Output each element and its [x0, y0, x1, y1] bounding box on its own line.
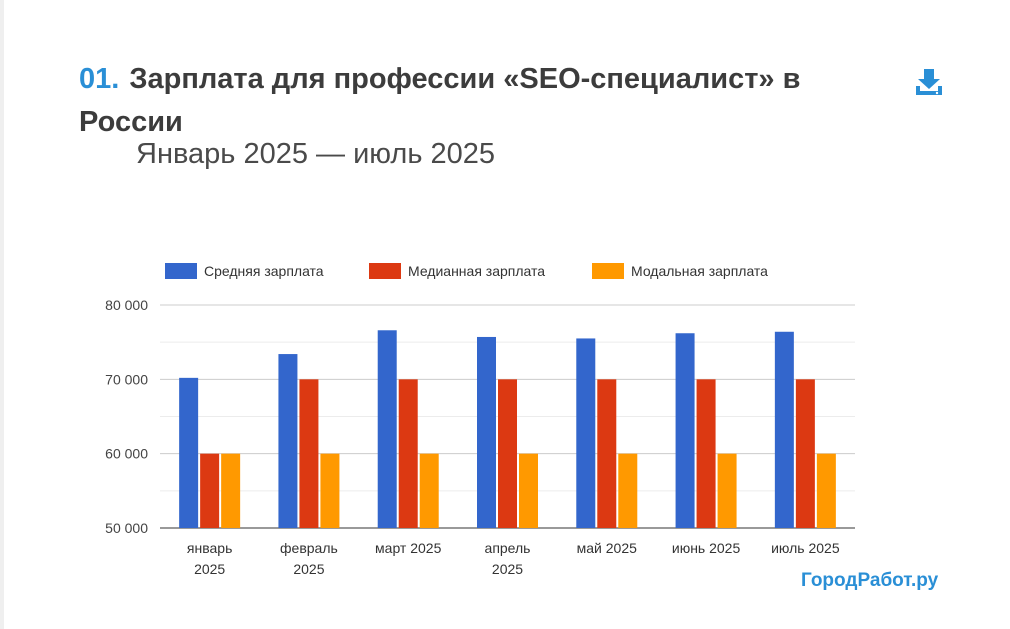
- bar: [320, 453, 340, 528]
- bar: [299, 379, 319, 528]
- bar: [795, 379, 815, 528]
- x-tick-label: январь: [187, 540, 232, 556]
- bar: [477, 336, 496, 528]
- y-tick-label: 80 000: [105, 297, 148, 313]
- x-tick-label: июль 2025: [771, 540, 840, 556]
- bar: [618, 453, 638, 528]
- x-tick-label: май 2025: [577, 540, 637, 556]
- bar: [398, 379, 418, 528]
- legend-label: Медианная зарплата: [408, 263, 545, 279]
- download-icon: [916, 69, 942, 95]
- section-number: 01.: [79, 63, 120, 95]
- legend-label: Средняя зарплата: [204, 263, 324, 279]
- bar: [200, 453, 220, 528]
- x-tick-label: март 2025: [375, 540, 442, 556]
- x-tick-label: апрель: [485, 540, 531, 556]
- x-tick-label: 2025: [492, 561, 523, 577]
- bar: [816, 453, 836, 528]
- bar: [179, 377, 199, 528]
- bar: [498, 379, 517, 528]
- title-text: Зарплата для профессии «SEO-специалист» …: [79, 63, 801, 138]
- bar: [675, 333, 695, 528]
- bar: [696, 379, 716, 528]
- download-button[interactable]: [913, 66, 945, 98]
- legend-swatch: [592, 263, 624, 279]
- left-edge: [0, 0, 4, 629]
- bar: [597, 379, 617, 528]
- bar: [221, 453, 241, 528]
- page-title: 01. Зарплата для профессии «SEO-специалис…: [79, 58, 879, 144]
- y-tick-label: 70 000: [105, 371, 148, 387]
- bar: [717, 453, 737, 528]
- bar: [519, 453, 538, 528]
- y-tick-label: 60 000: [105, 446, 148, 462]
- x-tick-label: февраль: [280, 540, 338, 556]
- x-tick-label: 2025: [194, 561, 225, 577]
- legend-label: Модальная зарплата: [631, 263, 768, 279]
- bar: [419, 453, 439, 528]
- page-subtitle: Январь 2025 — июль 2025: [136, 138, 496, 170]
- x-tick-label: июнь 2025: [672, 540, 741, 556]
- brand-logo: ГородРабот.ру: [801, 570, 939, 591]
- bar: [278, 354, 298, 528]
- bar: [774, 331, 794, 528]
- x-tick-label: 2025: [293, 561, 324, 577]
- bar: [377, 330, 397, 528]
- bar: [576, 338, 596, 528]
- legend-swatch: [165, 263, 197, 279]
- legend-swatch: [369, 263, 401, 279]
- y-tick-label: 50 000: [105, 520, 148, 536]
